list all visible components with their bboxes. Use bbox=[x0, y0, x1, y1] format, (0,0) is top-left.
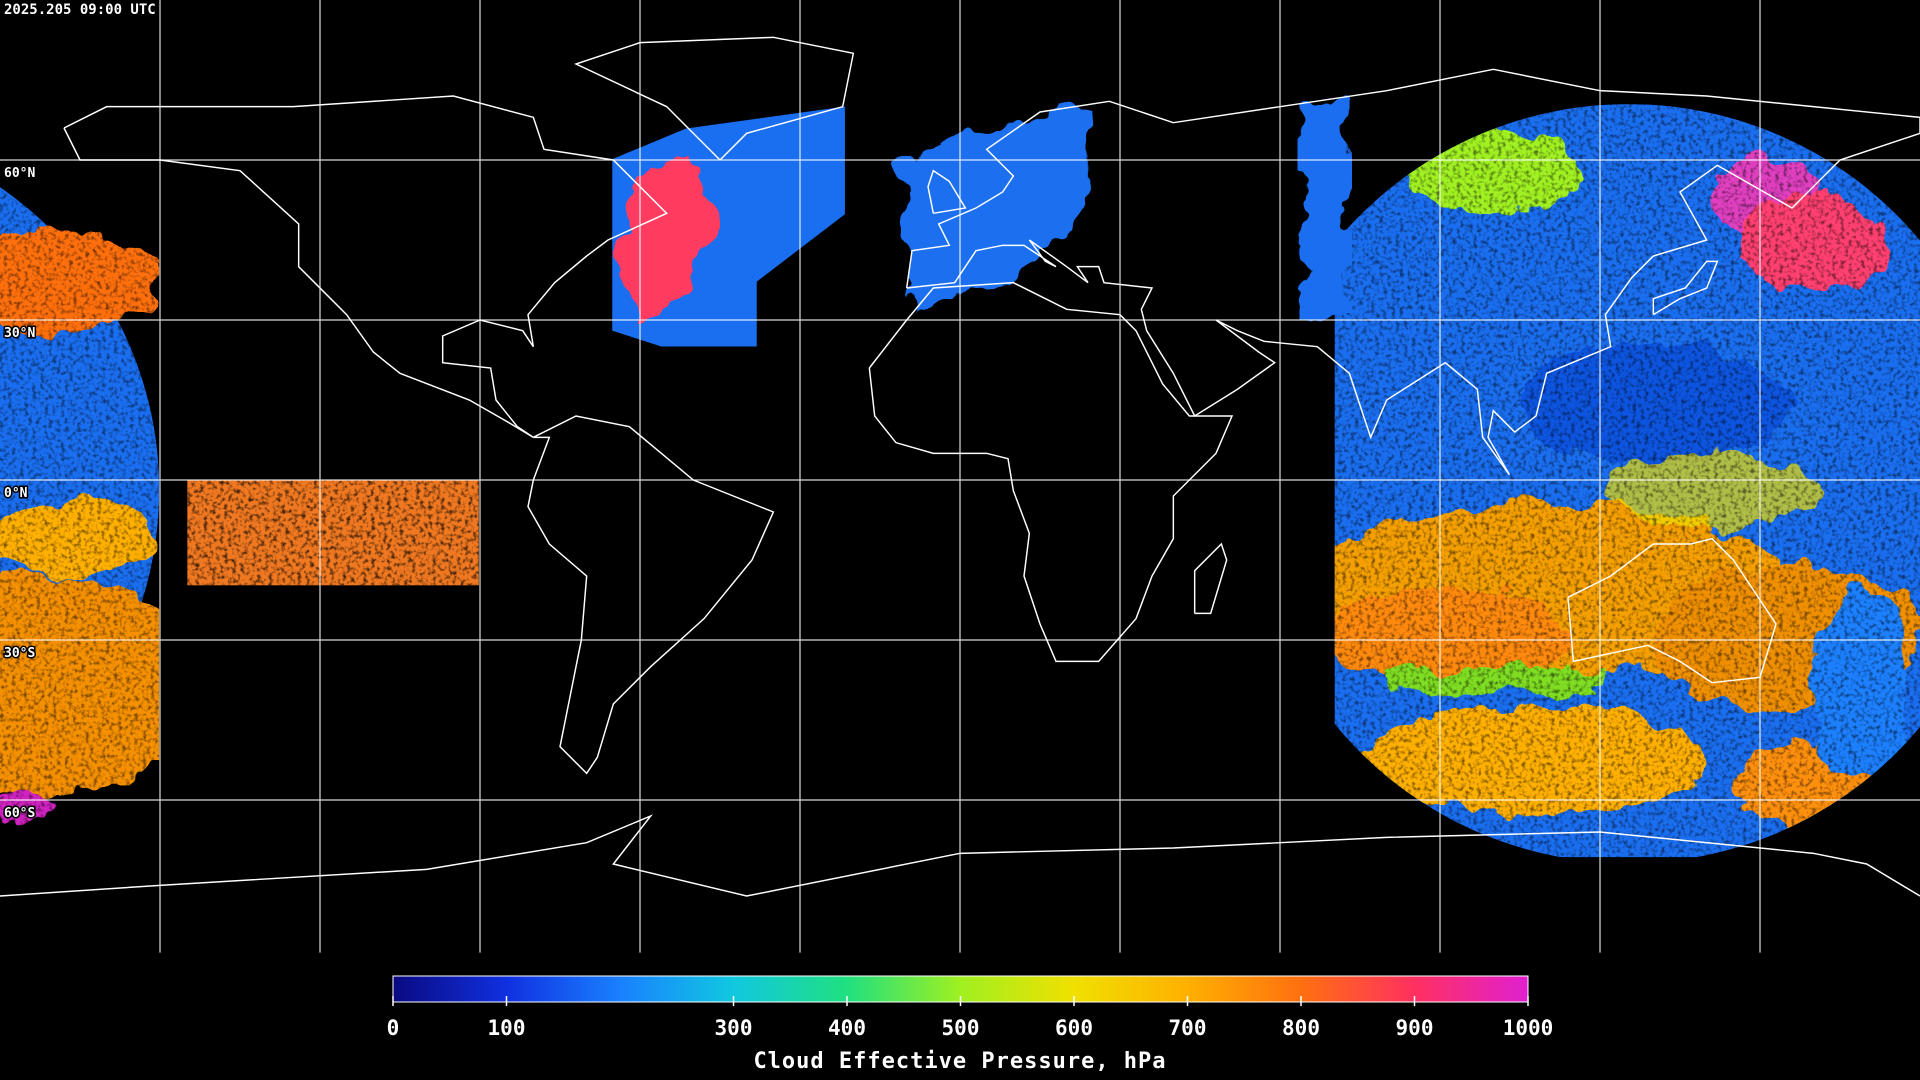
latitude-label: 0°N bbox=[4, 486, 28, 501]
coastline bbox=[1193, 542, 1228, 615]
colorbar-tick-label: 300 bbox=[715, 1016, 753, 1040]
colorbar-tick-label: 600 bbox=[1055, 1016, 1093, 1040]
latitude-label: 60°N bbox=[4, 166, 35, 181]
colorbar-tick-label: 100 bbox=[488, 1016, 526, 1040]
latitude-label: 30°S bbox=[4, 646, 35, 661]
colorbar-tick-label: 0 bbox=[387, 1016, 400, 1040]
colorbar-ticks: 0 100 300 400 500 600 700 800 900 1000 bbox=[387, 996, 1554, 1040]
colorbar-tick-label: 500 bbox=[942, 1016, 980, 1040]
colorbar-tick-label: 700 bbox=[1169, 1016, 1207, 1040]
graticule bbox=[0, 0, 1920, 953]
timestamp: 2025.205 09:00 UTC bbox=[4, 2, 156, 18]
map bbox=[0, 0, 1920, 953]
coastline bbox=[527, 415, 775, 775]
coastline bbox=[905, 68, 1920, 476]
coastline bbox=[574, 36, 855, 161]
coastlines bbox=[0, 36, 1920, 897]
latitude-label: 30°N bbox=[4, 326, 35, 341]
latitude-label: 60°S bbox=[4, 806, 35, 821]
latitude-labels: 60°N 30°N 0°N 30°S 60°S bbox=[3, 165, 37, 823]
colorbar-tick-label: 400 bbox=[828, 1016, 866, 1040]
coastline bbox=[868, 281, 1234, 663]
coastline bbox=[1652, 260, 1719, 316]
colorbar-tick-label: 800 bbox=[1282, 1016, 1320, 1040]
colorbar-label: Cloud Effective Pressure, hPa bbox=[753, 1049, 1166, 1074]
coastline bbox=[0, 814, 1920, 897]
colorbar-tick-label: 1000 bbox=[1503, 1016, 1554, 1040]
colorbar-tick-label: 900 bbox=[1396, 1016, 1434, 1040]
coastline bbox=[1567, 537, 1777, 684]
